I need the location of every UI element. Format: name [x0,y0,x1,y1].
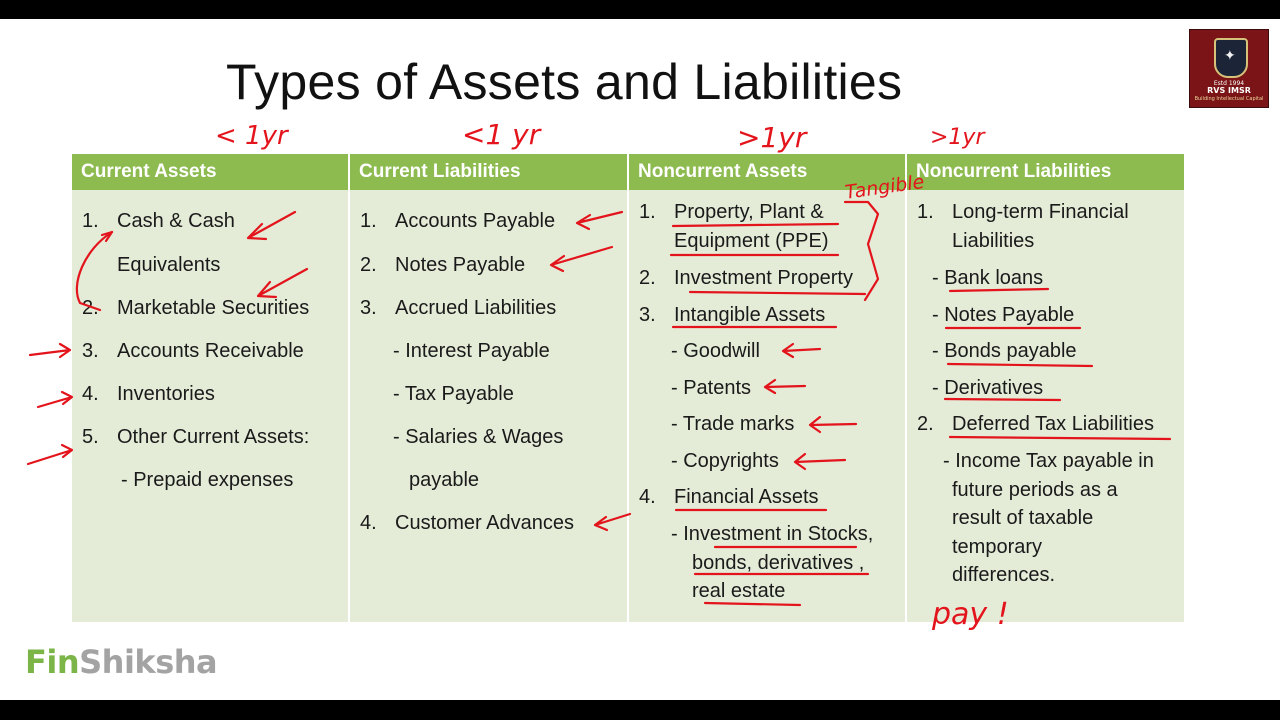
list-item: - Derivatives [932,377,1044,399]
list-item: Customer Advances [395,512,574,534]
red-arrow-icon [28,342,72,359]
list-number: 3. [639,304,656,326]
column-header: Current Assets [72,154,348,190]
list-item: bonds, derivatives , [692,552,865,574]
list-number: 3. [82,340,99,362]
list-item: Financial Assets [674,486,819,508]
list-item: future periods as a [952,479,1118,501]
list-item: Marketable Securities [117,297,310,319]
annotation-col4: >1yr [930,125,986,150]
list-item: Notes Payable [395,254,526,276]
list-item: result of taxable [952,507,1094,529]
list-item: differences. [952,564,1056,586]
list-number: 2. [917,413,934,435]
list-item: Accrued Liabilities [395,297,557,319]
list-item: Long-term Financial [952,201,1129,223]
annotation-col1: < 1yr [215,121,290,151]
list-number: 4. [360,512,377,534]
list-item: - Goodwill [671,340,760,362]
list-number: 2. [639,267,656,289]
column-header: Current Liabilities [350,154,627,190]
brand-part-shiksha: Shiksha [79,643,218,681]
column-current-assets: Current Assets [72,154,348,622]
list-item: real estate [692,580,786,602]
list-number: 4. [639,486,656,508]
list-item: - Trade marks [671,413,795,435]
column-header: Noncurrent Liabilities [907,154,1184,190]
brand-part-fin: Fin [25,643,80,681]
list-item: - Bonds payable [932,340,1077,362]
list-number: 2. [360,254,377,276]
list-item: payable [409,469,480,491]
logo-name: RVS IMSR [1207,86,1251,95]
list-number: 1. [360,210,377,232]
list-item: Accounts Receivable [117,340,304,362]
list-item: - Copyrights [671,450,779,472]
list-number: 3. [360,297,377,319]
column-current-liabilities: Current Liabilities [350,154,627,622]
list-item: Liabilities [952,230,1035,252]
list-number: 1. [82,210,99,232]
slide-title: Types of Assets and Liabilities [226,54,903,110]
finshiksha-logo: FinShiksha [25,643,218,681]
list-item: - Bank loans [932,267,1044,289]
list-item: Equipment (PPE) [674,230,829,252]
list-number: 2. [82,297,99,319]
list-item: Deferred Tax Liabilities [952,413,1154,435]
list-number: 4. [82,383,99,405]
list-item: Property, Plant & [674,201,824,223]
annotation-col3: >1yr [737,121,808,154]
list-item: Cash & Cash [117,210,235,232]
list-item: Investment Property [674,267,853,289]
list-item: Intangible Assets [674,304,826,326]
list-number: 1. [639,201,656,223]
list-item: - Prepaid expenses [121,469,294,491]
list-item: Other Current Assets: [117,426,310,448]
list-number: 5. [82,426,99,448]
list-item: Accounts Payable [395,210,556,232]
logo-established: Estd 1994 [1213,80,1245,87]
crest-icon: ✦ [1214,38,1248,78]
list-item: temporary [952,536,1043,558]
column-header: Noncurrent Assets [629,154,905,190]
logo-tagline: Building Intellectual Capital [1194,96,1264,102]
list-item: Equivalents [117,254,221,276]
list-item: - Income Tax payable in [943,450,1154,472]
red-arrow-icon [26,443,74,466]
institution-logo: ✦ Estd 1994 RVS IMSR Building Intellectu… [1189,29,1269,108]
red-arrow-icon [36,390,74,409]
column-noncurrent-liabilities: Noncurrent Liabilities [907,154,1184,622]
list-item: - Investment in Stocks, [671,523,874,545]
list-item: - Interest Payable [393,340,550,362]
slide: Types of Assets and Liabilities ✦ Estd 1… [0,19,1280,700]
list-item: - Salaries & Wages [393,426,564,448]
list-item: - Notes Payable [932,304,1075,326]
list-item: - Patents [671,377,752,399]
list-item: Inventories [117,383,215,405]
annotation-col2: <1 yr [462,118,542,151]
list-item: - Tax Payable [393,383,514,405]
list-number: 1. [917,201,934,223]
